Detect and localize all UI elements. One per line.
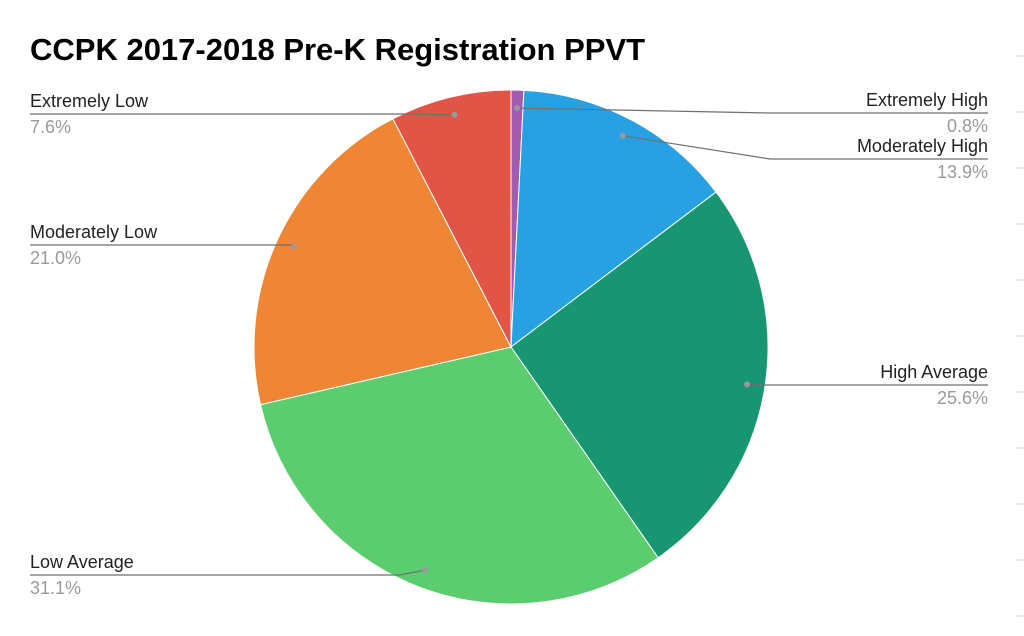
leader-dot-moderately-high <box>619 132 626 139</box>
chart-title: CCPK 2017-2018 Pre-K Registration PPVT <box>30 32 646 67</box>
pie-slice-low-average <box>259 346 659 605</box>
leader-dot-extremely-high <box>514 105 521 112</box>
leader-dot-extremely-low <box>451 111 458 118</box>
leader-dot-high-average <box>744 381 751 388</box>
edge-ticks <box>1016 55 1024 617</box>
slice-label-moderately-high: Moderately High <box>857 136 988 156</box>
slice-labels: Extremely High 0.8%Moderately High 13.9% Hi… <box>30 90 988 598</box>
pie-slice-moderately-low <box>253 118 512 406</box>
leader-line-moderately-high <box>622 135 988 160</box>
slice-percent-high-average: 25.6% <box>937 388 988 408</box>
leader-lines <box>30 105 988 576</box>
leader-dot-moderately-low <box>291 243 298 250</box>
leader-line-high-average <box>746 383 988 386</box>
slice-label-extremely-low: Extremely Low <box>30 91 149 111</box>
pie-slice-moderately-high <box>510 89 717 349</box>
slice-percent-extremely-high: 0.8% <box>947 116 988 136</box>
slice-percent-low-average: 31.1% <box>30 578 81 598</box>
slice-label-high-average: High Average <box>880 362 988 382</box>
leader-line-moderately-low <box>30 244 295 247</box>
pie-slice-high-average <box>510 191 769 559</box>
slice-percent-extremely-low: 7.6% <box>30 117 71 137</box>
leader-line-low-average <box>30 569 426 576</box>
pie-slice-extremely-low <box>392 89 512 348</box>
pie-slices <box>253 89 769 605</box>
leader-dot-low-average <box>422 567 429 574</box>
slice-label-moderately-low: Moderately Low <box>30 222 158 242</box>
slice-label-extremely-high: Extremely High <box>866 90 988 110</box>
slice-percent-moderately-high: 13.9% <box>937 162 988 182</box>
leader-line-extremely-high <box>516 107 988 114</box>
slice-label-low-average: Low Average <box>30 552 134 572</box>
slice-percent-moderately-low: 21.0% <box>30 248 81 268</box>
leader-line-extremely-low <box>30 113 455 116</box>
